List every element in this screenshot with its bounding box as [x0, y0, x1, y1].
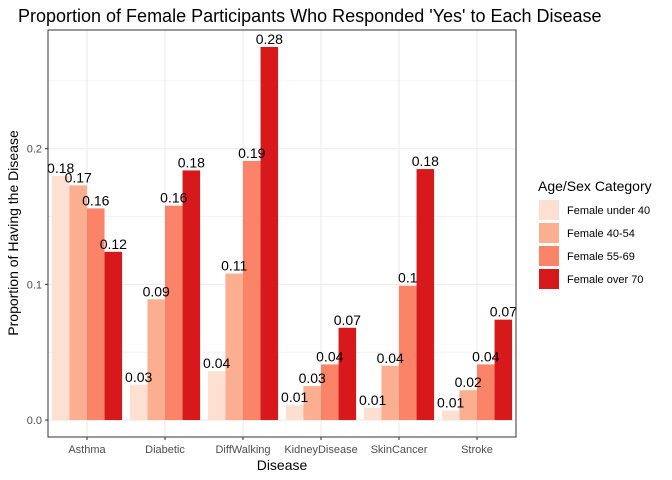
- bar: [441, 410, 460, 421]
- data-label: 0.04: [377, 350, 404, 366]
- data-label: 0.1: [398, 270, 418, 286]
- data-label: 0.02: [455, 374, 482, 390]
- bar: [260, 46, 279, 421]
- bars-group: [51, 46, 513, 421]
- bar: [69, 185, 87, 421]
- bar: [165, 205, 183, 421]
- bar: [381, 365, 399, 421]
- data-label: 0.18: [412, 153, 439, 169]
- bar: [87, 208, 105, 421]
- data-label: 0.11: [221, 258, 247, 274]
- y-axis-title: Proportion of Having the Disease: [5, 130, 21, 336]
- data-label: 0.07: [490, 304, 517, 320]
- bar: [182, 170, 201, 421]
- x-tick-label: DiffWalking: [215, 444, 270, 456]
- x-tick-label: Asthma: [68, 444, 106, 456]
- x-tick-label: Stroke: [461, 444, 493, 456]
- legend-label: Female over 70: [567, 274, 643, 286]
- y-tick-label: 0.1: [27, 279, 42, 291]
- data-label: 0.04: [203, 355, 230, 371]
- x-axis: Asthma Diabetic DiffWalking KidneyDisease Sk…: [68, 437, 493, 456]
- bar: [459, 390, 477, 421]
- bar: [321, 364, 339, 421]
- bar: [416, 169, 435, 421]
- bar: [285, 405, 304, 421]
- data-label: 0.09: [143, 283, 170, 299]
- y-tick-label: 0.2: [27, 144, 42, 156]
- bar: [104, 251, 123, 421]
- data-label: 0.03: [299, 370, 326, 386]
- bar: [338, 327, 357, 421]
- legend: Age/Sex Category Female under 40 Female 4…: [538, 178, 652, 289]
- data-label: 0.01: [359, 392, 386, 408]
- data-label: 0.01: [281, 389, 308, 405]
- legend-title: Age/Sex Category: [538, 178, 652, 194]
- bar: [303, 386, 321, 421]
- legend-swatch: [539, 223, 559, 243]
- data-label: 0.16: [160, 190, 187, 206]
- bar: [207, 371, 226, 421]
- data-label: 0.03: [125, 369, 152, 385]
- legend-swatch: [539, 246, 559, 266]
- bar: [147, 299, 165, 421]
- bar: [477, 364, 495, 421]
- data-label: 0.12: [100, 236, 127, 252]
- plot-border: [47, 29, 517, 438]
- data-label: 0.28: [256, 31, 283, 47]
- chart-title: Proportion of Female Participants Who Re…: [18, 6, 602, 26]
- x-tick-label: Diabetic: [145, 444, 185, 456]
- bar: [243, 160, 261, 421]
- data-label: 0.18: [47, 160, 74, 176]
- plot-background: [48, 30, 516, 437]
- bar: [363, 407, 382, 421]
- data-label: 0.16: [82, 192, 109, 208]
- y-axis: 0.0 0.1 0.2: [27, 144, 48, 427]
- x-axis-title: Disease: [257, 457, 308, 473]
- y-tick-label: 0.0: [27, 415, 42, 427]
- data-label: 0.18: [178, 154, 205, 170]
- bar: [129, 384, 148, 421]
- bar: [399, 285, 417, 421]
- x-tick-label: KidneyDisease: [284, 444, 357, 456]
- legend-label: Female under 40: [567, 205, 650, 217]
- bar: [51, 175, 70, 421]
- data-label: 0.17: [65, 169, 92, 185]
- bar: [494, 319, 513, 421]
- legend-swatch: [539, 269, 559, 289]
- x-tick-label: SkinCancer: [371, 444, 428, 456]
- data-label: 0.07: [334, 312, 361, 328]
- legend-label: Female 40-54: [567, 228, 635, 240]
- data-labels-group: 0.18 0.03 0.04 0.01 0.01 0.01 0.17 0.09 0.11 0.03…: [47, 31, 517, 411]
- legend-label: Female 55-69: [567, 251, 635, 263]
- data-label: 0.19: [238, 145, 265, 161]
- bar: [225, 273, 243, 421]
- data-label: 0.04: [472, 348, 499, 364]
- data-label: 0.04: [316, 348, 343, 364]
- data-label: 0.01: [437, 395, 464, 411]
- legend-swatch: [539, 200, 559, 220]
